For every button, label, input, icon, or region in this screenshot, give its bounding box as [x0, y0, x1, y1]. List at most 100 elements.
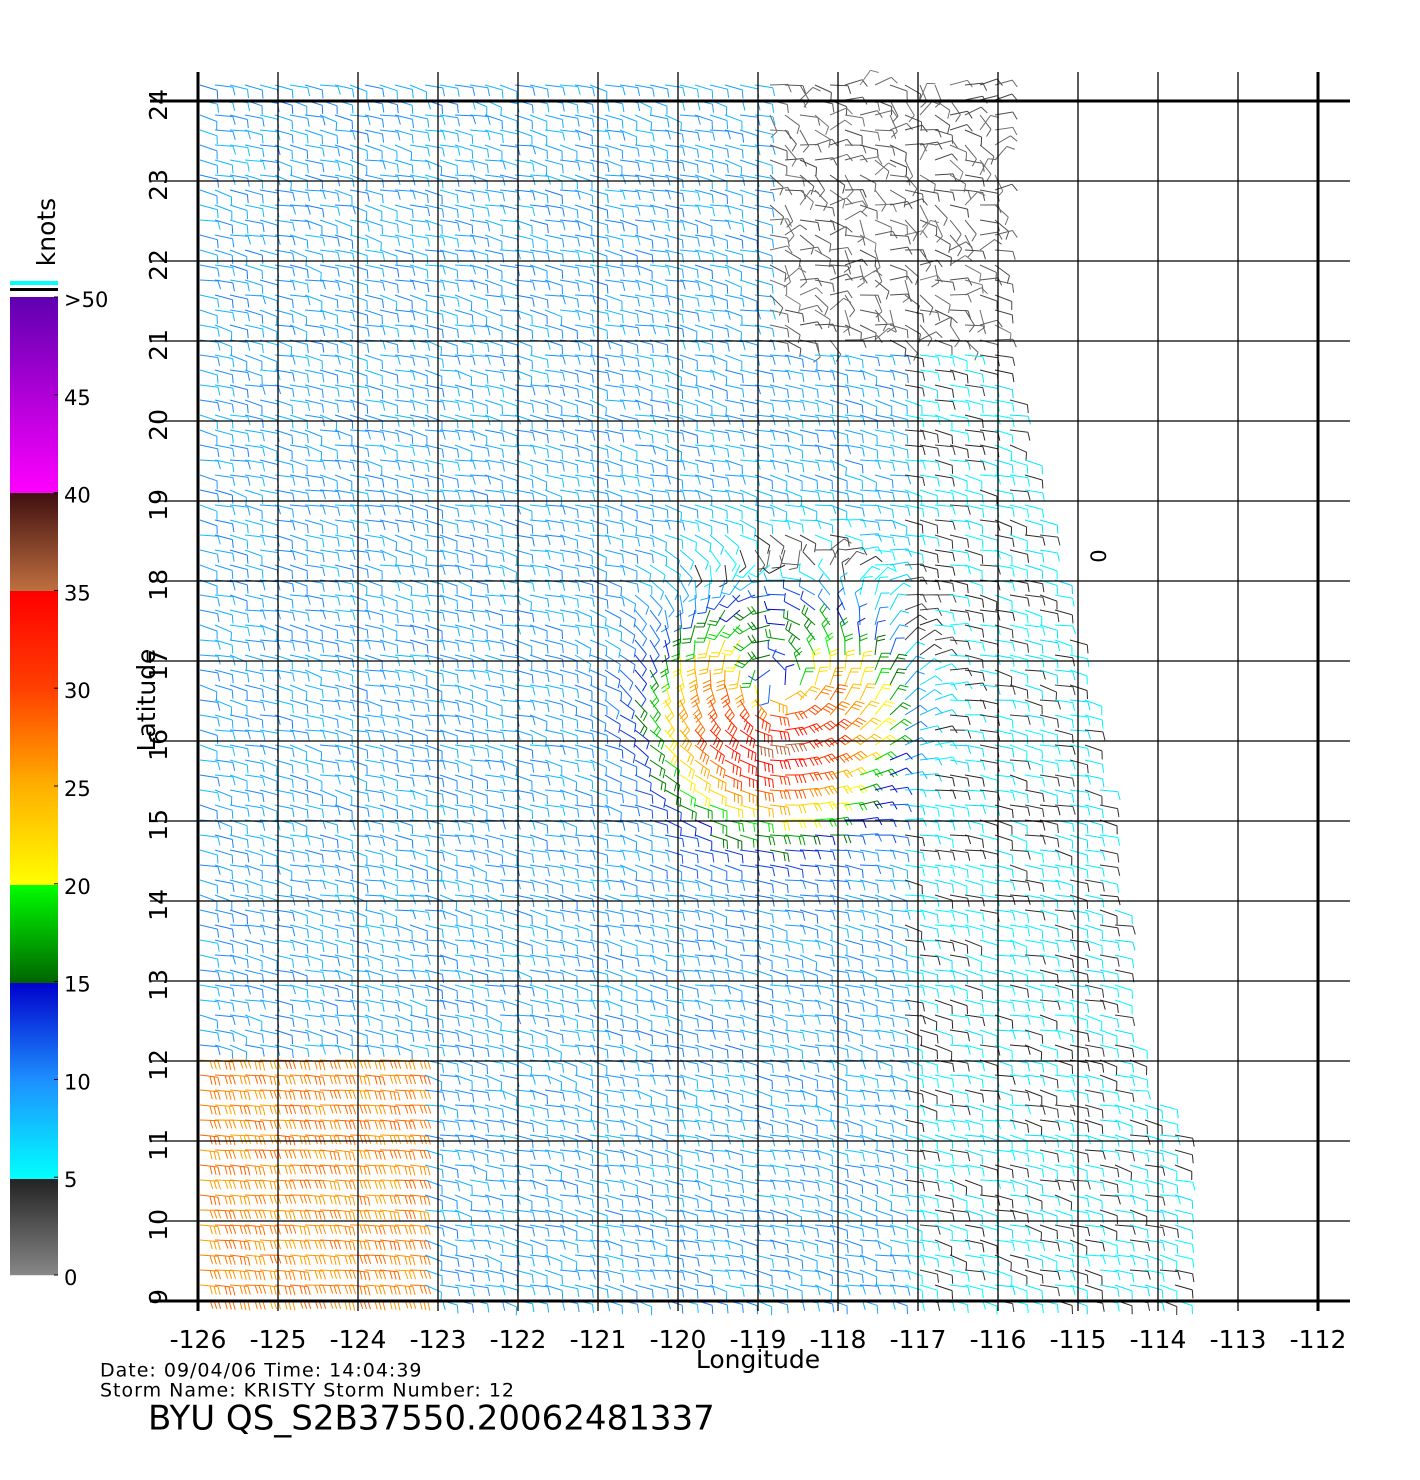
wind-barb [619, 564, 638, 580]
wind-barb [964, 324, 987, 334]
wind-barb [634, 669, 648, 692]
wind-barb [364, 399, 386, 411]
wind-barb [703, 564, 713, 588]
wind-barb [784, 879, 807, 890]
wind-barb [364, 279, 386, 291]
wind-barb [859, 459, 881, 470]
wind-barb [619, 699, 635, 720]
wind-barb [424, 219, 443, 235]
x-tick-label: -113 [1210, 1325, 1267, 1354]
wind-barb [649, 684, 660, 708]
wind-barb [889, 504, 911, 516]
wind-barb [379, 624, 398, 640]
wind-barb [709, 939, 728, 956]
wind-barb [904, 504, 925, 518]
wind-barb [889, 246, 913, 255]
wind-barb [904, 309, 925, 323]
wind-barb [529, 849, 551, 861]
wind-barb [574, 384, 594, 399]
wind-barb [199, 609, 220, 623]
wind-barb [769, 245, 793, 254]
wind-barb [1039, 1284, 1060, 1297]
wind-barb [484, 189, 505, 202]
wind-barb [394, 564, 416, 576]
wind-barb [934, 693, 958, 701]
wind-barb [394, 894, 416, 905]
wind-barb [469, 474, 491, 485]
wind-barb [604, 714, 621, 733]
wind-barb [904, 354, 925, 368]
wind-barb [304, 159, 325, 173]
wind-barb [379, 1239, 401, 1251]
wind-barb [829, 785, 853, 795]
wind-barb [364, 549, 386, 561]
wind-barb [574, 1104, 593, 1121]
wind-barb [679, 504, 699, 519]
wind-barb [844, 534, 863, 550]
wind-barb [619, 144, 640, 157]
wind-barb [544, 864, 565, 877]
wind-barb [649, 609, 662, 632]
wind-barb [529, 459, 549, 474]
wind-barb [1009, 489, 1031, 501]
wind-barb [664, 849, 684, 864]
wind-barb [454, 519, 476, 531]
wind-barb [679, 819, 697, 837]
wind-barb [364, 459, 383, 476]
wind-barb [769, 759, 791, 770]
wind-barb [619, 834, 638, 851]
wind-barb [694, 339, 714, 354]
wind-barb [439, 804, 459, 819]
wind-barb [364, 444, 386, 455]
wind-barb [319, 324, 339, 339]
wind-barb [259, 699, 280, 713]
wind-barb [544, 159, 564, 174]
wind-barb [289, 624, 308, 640]
wind-barb [439, 564, 461, 575]
wind-barb [889, 264, 908, 280]
wind-barb [574, 954, 594, 969]
wind-barb [199, 294, 220, 308]
colorbar-band [10, 309, 58, 312]
wind-barb [814, 549, 837, 558]
wind-barb [1114, 1059, 1135, 1073]
wind-barb [574, 879, 595, 892]
wind-barb [469, 204, 490, 217]
wind-barb [199, 1149, 221, 1161]
wind-barb [484, 219, 503, 235]
wind-barb [1024, 759, 1044, 774]
wind-barb [964, 384, 986, 397]
wind-barb [484, 924, 503, 940]
wind-barb [844, 879, 866, 891]
wind-barb [559, 174, 578, 190]
wind-barb [964, 864, 984, 879]
wind-barb [679, 189, 701, 201]
wind-barb [364, 189, 384, 204]
wind-barb [739, 294, 758, 310]
wind-barb [844, 275, 868, 284]
wind-barb [682, 609, 696, 630]
wind-barb [469, 174, 488, 190]
wind-barb [304, 279, 326, 290]
wind-barb [859, 270, 883, 281]
wind-barb [679, 114, 701, 125]
wind-barb [574, 519, 595, 533]
wind-barb [229, 819, 248, 835]
wind-barb [799, 1284, 821, 1296]
wind-barb [574, 714, 594, 729]
wind-barb [1054, 1239, 1075, 1253]
colorbar-band [10, 433, 58, 436]
wind-barb [818, 573, 831, 596]
wind-barb [724, 294, 745, 308]
wind-barb [199, 834, 221, 846]
wind-barb [1174, 1254, 1195, 1268]
wind-barb [214, 324, 233, 341]
wind-barb [841, 557, 850, 581]
wind-barb [589, 1224, 611, 1237]
wind-barb [739, 834, 759, 849]
wind-barb [334, 684, 354, 699]
wind-barb [199, 84, 219, 99]
wind-barb [529, 489, 548, 505]
wind-barb [694, 939, 716, 950]
wind-barb [1039, 849, 1061, 861]
